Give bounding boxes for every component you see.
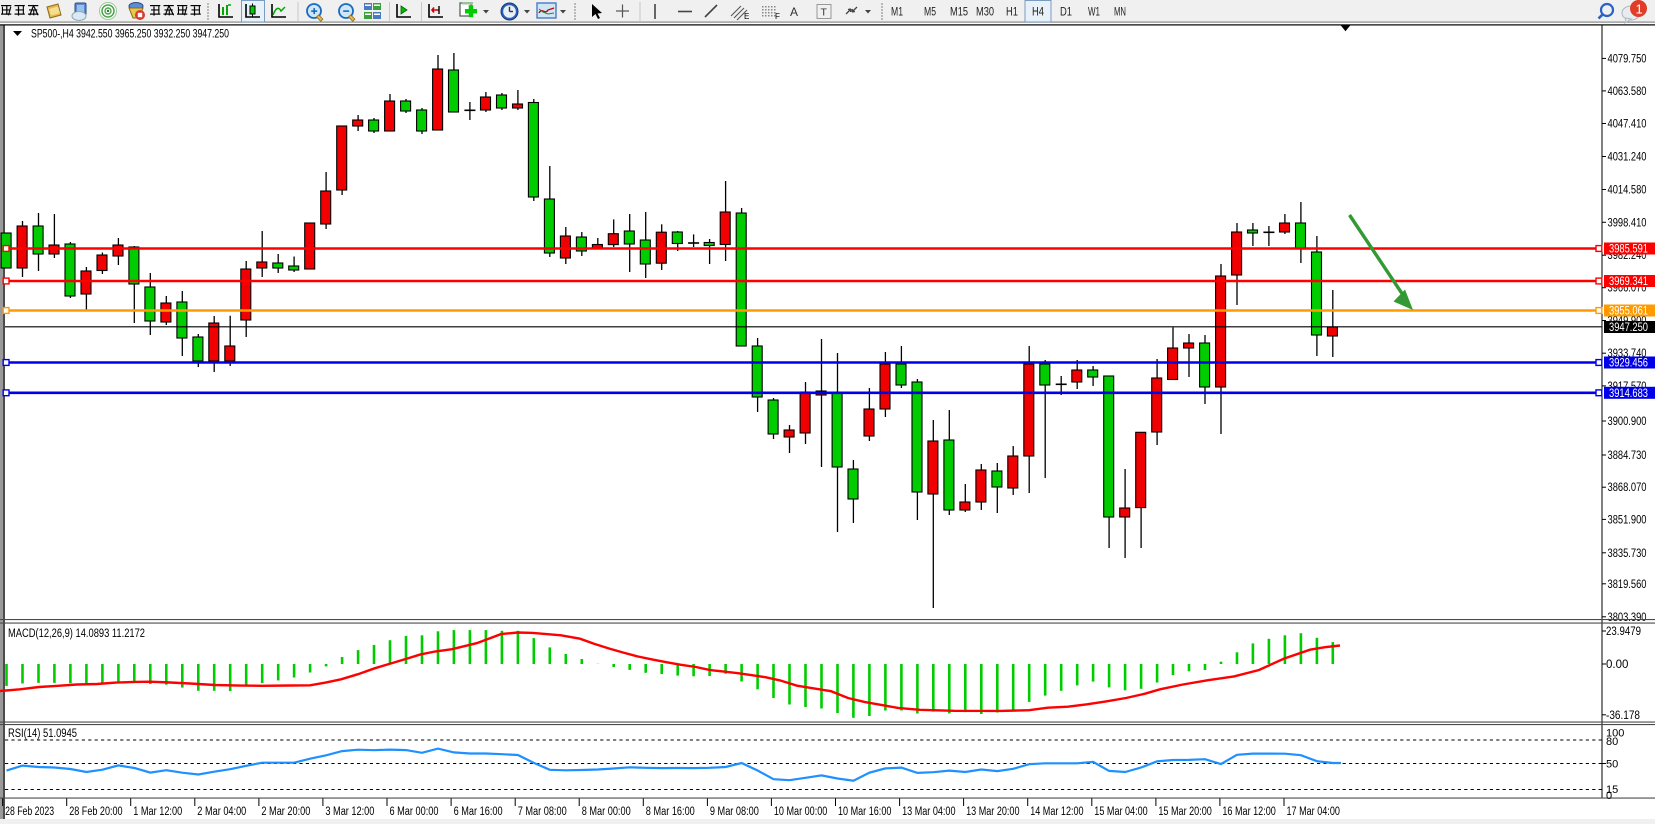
- svg-text:15 Mar 04:00: 15 Mar 04:00: [1094, 806, 1147, 818]
- svg-text:3985.591: 3985.591: [1609, 244, 1648, 256]
- svg-text:2 Mar 20:00: 2 Mar 20:00: [261, 806, 310, 818]
- svg-text:28 Feb 20:00: 28 Feb 20:00: [69, 806, 122, 818]
- svg-text:H4: H4: [1032, 7, 1044, 19]
- svg-text:3900.900: 3900.900: [1608, 416, 1647, 428]
- svg-text:8 Mar 16:00: 8 Mar 16:00: [646, 806, 695, 818]
- svg-text:13 Mar 20:00: 13 Mar 20:00: [966, 806, 1019, 818]
- svg-text:50: 50: [1606, 758, 1618, 770]
- svg-text:3 Mar 12:00: 3 Mar 12:00: [325, 806, 374, 818]
- svg-text:3819.560: 3819.560: [1608, 579, 1647, 591]
- svg-text:4063.580: 4063.580: [1608, 86, 1647, 98]
- svg-text:15: 15: [1606, 784, 1618, 796]
- svg-text:10 Mar 16:00: 10 Mar 16:00: [838, 806, 891, 818]
- svg-text:A: A: [790, 5, 798, 19]
- svg-text:17 Mar 04:00: 17 Mar 04:00: [1287, 806, 1340, 818]
- svg-text:3929.456: 3929.456: [1609, 358, 1648, 370]
- svg-text:D1: D1: [1060, 7, 1072, 19]
- svg-text:4014.580: 4014.580: [1608, 185, 1647, 197]
- svg-text:SP500-,H4 3942.550 3965.250 3: SP500-,H4 3942.550 3965.250 3932.250 394…: [31, 27, 229, 41]
- svg-text:M1: M1: [891, 7, 903, 19]
- svg-text:M30: M30: [976, 7, 994, 19]
- svg-text:2 Mar 04:00: 2 Mar 04:00: [197, 806, 246, 818]
- svg-text:3835.730: 3835.730: [1608, 548, 1647, 560]
- svg-text:3998.410: 3998.410: [1608, 217, 1647, 229]
- svg-text:4047.410: 4047.410: [1608, 119, 1647, 131]
- svg-text:W1: W1: [1088, 7, 1100, 19]
- svg-text:RSI(14) 51.0945: RSI(14) 51.0945: [8, 728, 77, 740]
- svg-text:F: F: [775, 12, 780, 21]
- svg-text:15 Mar 20:00: 15 Mar 20:00: [1158, 806, 1211, 818]
- svg-text:3868.070: 3868.070: [1608, 482, 1647, 494]
- svg-text:28 Feb 2023: 28 Feb 2023: [5, 806, 54, 818]
- svg-text:T: T: [821, 7, 828, 19]
- svg-text:9 Mar 08:00: 9 Mar 08:00: [710, 806, 759, 818]
- svg-text:4031.240: 4031.240: [1608, 152, 1647, 164]
- svg-text:8 Mar 00:00: 8 Mar 00:00: [582, 806, 631, 818]
- svg-text:0: 0: [1606, 790, 1612, 802]
- svg-text:13 Mar 04:00: 13 Mar 04:00: [902, 806, 955, 818]
- svg-text:6 Mar 00:00: 6 Mar 00:00: [390, 806, 439, 818]
- svg-text:MN: MN: [1114, 7, 1126, 19]
- svg-text:6 Mar 16:00: 6 Mar 16:00: [454, 806, 503, 818]
- svg-text:-36.178: -36.178: [1606, 710, 1640, 722]
- svg-text:7 Mar 08:00: 7 Mar 08:00: [518, 806, 567, 818]
- svg-text:0.00: 0.00: [1606, 659, 1628, 671]
- svg-text:100: 100: [1606, 728, 1624, 740]
- svg-text:3803.390: 3803.390: [1608, 612, 1647, 624]
- svg-text:80: 80: [1606, 736, 1618, 748]
- svg-text:16 Mar 12:00: 16 Mar 12:00: [1222, 806, 1275, 818]
- svg-text:14 Mar 12:00: 14 Mar 12:00: [1030, 806, 1083, 818]
- svg-text:23.9479: 23.9479: [1606, 626, 1641, 638]
- svg-text:4079.750: 4079.750: [1608, 53, 1647, 65]
- svg-text:3969.341: 3969.341: [1609, 276, 1648, 288]
- svg-text:MACD(12,26,9) 14.0893 11.2172: MACD(12,26,9) 14.0893 11.2172: [8, 628, 145, 640]
- svg-text:3947.250: 3947.250: [1609, 322, 1648, 334]
- svg-text:3955.061: 3955.061: [1609, 306, 1648, 318]
- svg-text:3884.730: 3884.730: [1608, 450, 1647, 462]
- svg-text:3851.900: 3851.900: [1608, 514, 1647, 526]
- svg-text:1: 1: [1636, 2, 1643, 17]
- svg-text:H1: H1: [1006, 7, 1018, 19]
- svg-text:3914.683: 3914.683: [1609, 388, 1648, 400]
- svg-text:E: E: [744, 12, 749, 21]
- svg-text:1 Mar 12:00: 1 Mar 12:00: [133, 806, 182, 818]
- svg-text:M5: M5: [924, 7, 936, 19]
- svg-text:10 Mar 00:00: 10 Mar 00:00: [774, 806, 827, 818]
- svg-text:M15: M15: [950, 7, 968, 19]
